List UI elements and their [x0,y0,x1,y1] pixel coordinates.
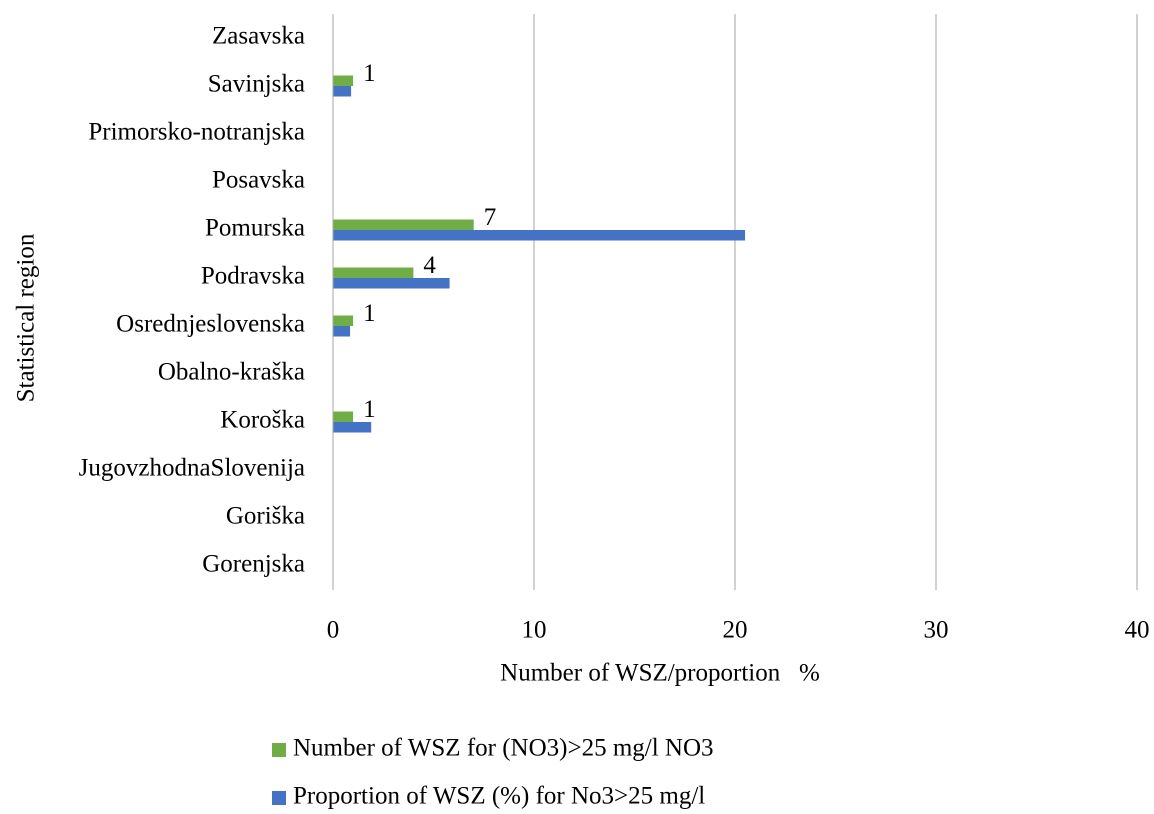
data-label: 1 [363,60,376,87]
y-axis-label: Statistical region [13,233,40,402]
y-tick-label: Goriška [226,503,305,530]
data-label: 1 [363,396,376,423]
y-tick-label: Koroška [220,407,305,434]
bar [333,411,354,422]
y-tick-label: JugovzhodnaSlovenija [79,455,305,482]
bar [333,267,414,278]
y-tick-label: Gorenjska [202,551,305,578]
x-tick-label: 0 [327,617,340,644]
bar [333,219,474,230]
x-tick-label: 10 [522,617,547,644]
bar [333,278,450,289]
bar [333,422,372,433]
x-axis-label: Number of WSZ/proportion % [500,660,820,687]
data-label: 1 [363,300,376,327]
x-tick-label: 30 [924,617,949,644]
bar [333,86,352,97]
legend-swatch [272,791,286,805]
y-tick-label: Obalno-kraška [158,359,305,386]
y-tick-label: Podravska [201,263,305,290]
y-tick-label: Pomurska [205,215,305,242]
data-label: 7 [484,204,497,231]
y-tick-label: Primorsko-notranjska [88,119,305,146]
x-tick-label: 40 [1125,617,1150,644]
bar [333,326,351,337]
y-tick-label: Osrednjeslovenska [116,311,305,338]
y-tick-label: Zasavska [212,23,305,50]
legend-swatch [272,743,286,757]
data-label: 4 [423,252,436,279]
y-tick-label: Savinjska [208,71,305,98]
legend-label: Number of WSZ for (NO3)>25 mg/l NO3 [293,735,714,762]
x-tick-label: 20 [723,617,748,644]
legend-label: Proportion of WSZ (%) for No3>25 mg/l [293,783,705,810]
bar [333,315,354,326]
bar [333,230,746,241]
bar [333,75,354,86]
y-tick-label: Posavska [212,167,305,194]
